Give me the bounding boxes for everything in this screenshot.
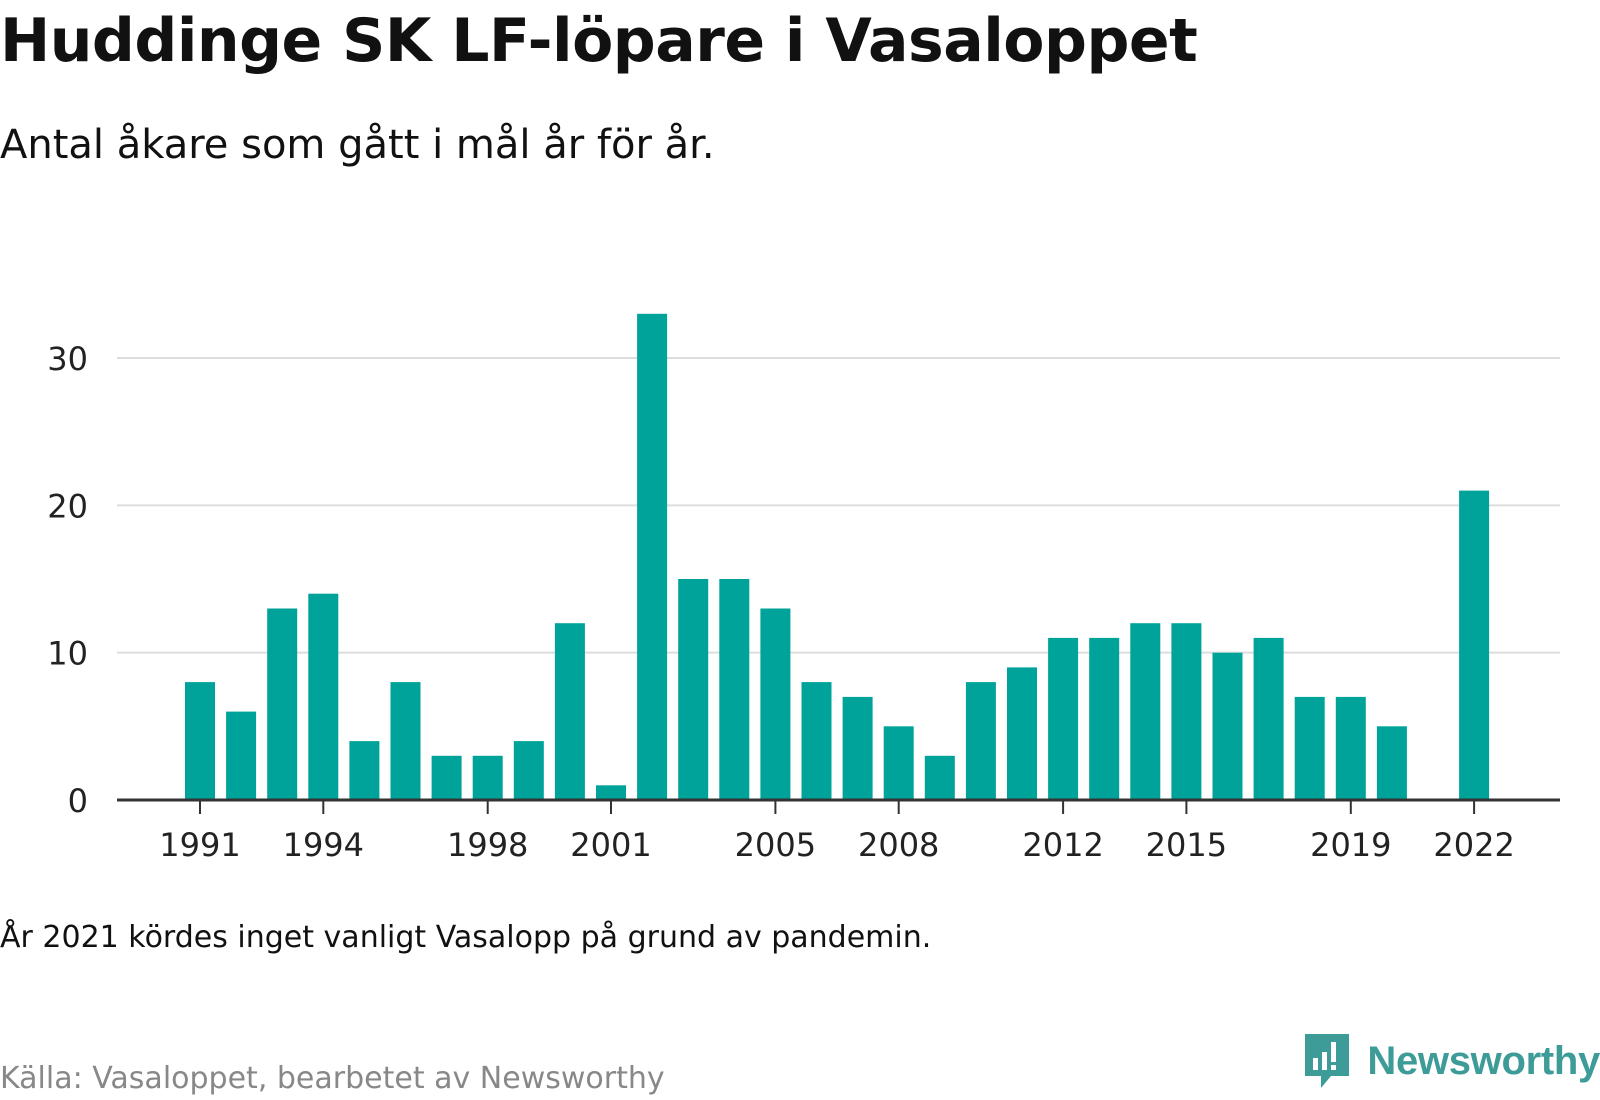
y-tick-label: 10 <box>47 635 88 673</box>
bar-chart: 0 10 20 30 1991 1994 1998 2001 2005 2008 2012 2015 2… <box>47 313 1560 864</box>
newsworthy-logo-icon <box>1305 1034 1350 1088</box>
bar-2013 <box>1089 637 1120 800</box>
bar-2020 <box>1376 726 1407 800</box>
bar-2004 <box>719 579 750 800</box>
bar-2003 <box>678 579 709 800</box>
x-tick-label: 1998 <box>447 826 528 864</box>
footnote: År 2021 kördes inget vanligt Vasalopp på… <box>0 920 932 955</box>
bar-2005 <box>760 608 791 800</box>
chart-subtitle: Antal åkare som gått i mål år för år. <box>0 122 715 168</box>
bar-1998 <box>472 755 503 800</box>
bar-1995 <box>349 741 380 800</box>
bar-2022 <box>1459 490 1490 800</box>
bar-1997 <box>431 755 462 800</box>
brand-logo[interactable]: Newsworthy <box>1301 1027 1600 1095</box>
bar-2007 <box>842 696 873 800</box>
x-tick-label: 2015 <box>1146 826 1227 864</box>
y-tick-label: 20 <box>47 487 88 525</box>
y-tick-label: 0 <box>68 782 88 820</box>
bar-2006 <box>801 682 832 800</box>
bar-1994 <box>308 593 339 800</box>
x-tick-label: 1991 <box>159 826 240 864</box>
bar-2015 <box>1171 623 1202 800</box>
bar-2017 <box>1253 637 1284 800</box>
bars <box>185 313 1490 800</box>
bar-2012 <box>1048 637 1079 800</box>
x-tick-label: 2012 <box>1022 826 1103 864</box>
bar-2014 <box>1130 623 1161 800</box>
bar-1992 <box>226 711 257 800</box>
axes: 0 10 20 30 1991 1994 1998 2001 2005 2008 2012 2015 2… <box>47 340 1560 864</box>
x-tick-label: 2022 <box>1433 826 1514 864</box>
x-tick-label: 2005 <box>735 826 816 864</box>
gridlines <box>117 357 1560 654</box>
bar-2000 <box>554 623 585 800</box>
bar-2018 <box>1294 696 1325 800</box>
y-tick-label: 30 <box>47 340 88 378</box>
bar-2002 <box>637 313 668 800</box>
bar-1999 <box>513 741 544 800</box>
bar-2008 <box>883 726 914 800</box>
x-tick-label: 2008 <box>858 826 939 864</box>
chart-title: Huddinge SK LF-löpare i Vasaloppet <box>0 6 1198 76</box>
x-tick-label: 2001 <box>570 826 651 864</box>
bar-2019 <box>1335 696 1366 800</box>
source-credit: Källa: Vasaloppet, bearbetet av Newswort… <box>0 1061 665 1096</box>
bar-1991 <box>185 682 215 800</box>
brand-name: Newsworthy <box>1367 1038 1600 1083</box>
bar-1996 <box>390 682 421 800</box>
x-tick-label: 2019 <box>1310 826 1391 864</box>
bar-2011 <box>1007 667 1037 800</box>
bar-2010 <box>965 682 996 800</box>
x-tick-label: 1994 <box>283 826 364 864</box>
bar-2001 <box>596 785 626 800</box>
bar-1993 <box>267 608 298 800</box>
bar-2016 <box>1212 652 1243 800</box>
bar-2009 <box>924 755 955 800</box>
